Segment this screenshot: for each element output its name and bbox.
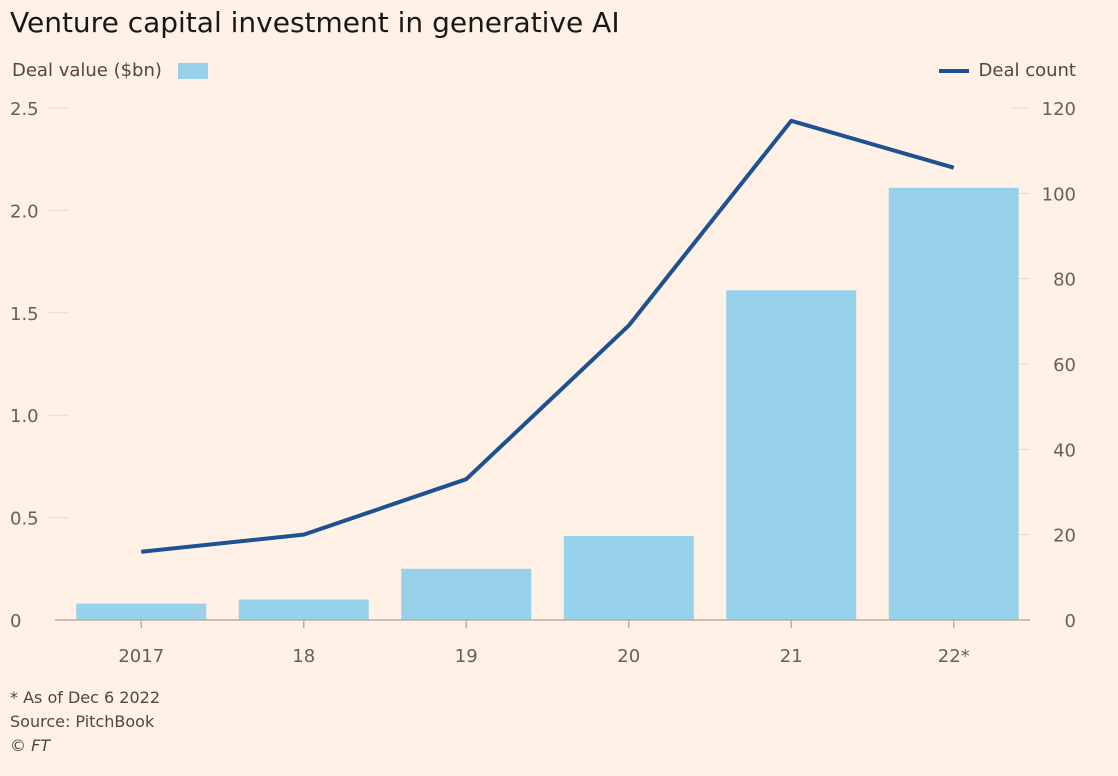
right-tick-label-3: 60 (1053, 355, 1076, 376)
chart-title: Venture capital investment in generative… (10, 6, 620, 39)
footnote-copyright: © FT (10, 736, 51, 755)
right-tick-label-6: 120 (1042, 99, 1076, 120)
left-tick-label-1: 0.5 (10, 509, 39, 530)
left-tick-label-2: 1.0 (10, 406, 39, 427)
right-tick-label-2: 40 (1053, 440, 1076, 461)
left-tick-label-5: 2.5 (10, 99, 39, 120)
bar-5 (888, 187, 1019, 620)
bar-1 (238, 599, 369, 620)
deal-count-line (141, 118, 955, 554)
left-tick-label-3: 1.5 (10, 304, 39, 325)
x-tick-label-0: 2017 (118, 646, 164, 667)
bar-0 (76, 603, 207, 620)
legend-deal-count-label: Deal count (978, 60, 1076, 81)
x-tick-label-5: 22* (938, 646, 970, 667)
x-tick-label-3: 20 (617, 646, 640, 667)
right-tick-label-1: 20 (1053, 526, 1076, 547)
bar-2 (401, 568, 532, 620)
left-tick-label-0: 0 (10, 611, 21, 632)
bar-3 (563, 536, 694, 620)
footnotes: * As of Dec 6 2022 Source: PitchBook © F… (10, 686, 160, 758)
legend-deal-value-label: Deal value ($bn) (12, 60, 162, 81)
x-tick-label-1: 18 (292, 646, 315, 667)
right-tick-label-5: 100 (1042, 184, 1076, 205)
right-tick-label-4: 80 (1053, 270, 1076, 291)
left-tick-label-4: 2.0 (10, 201, 39, 222)
bar-4 (726, 290, 857, 620)
x-tick-label-4: 21 (780, 646, 803, 667)
right-tick-label-0: 0 (1065, 611, 1076, 632)
footnote-source: Source: PitchBook (10, 712, 155, 731)
legend-deal-count: Deal count (938, 60, 1076, 81)
legend-bar-swatch (177, 62, 208, 79)
legend-line-swatch (938, 68, 969, 73)
x-tick-label-2: 19 (455, 646, 478, 667)
footnote-note: * As of Dec 6 2022 (10, 688, 160, 707)
legend-deal-value: Deal value ($bn) (12, 60, 208, 81)
